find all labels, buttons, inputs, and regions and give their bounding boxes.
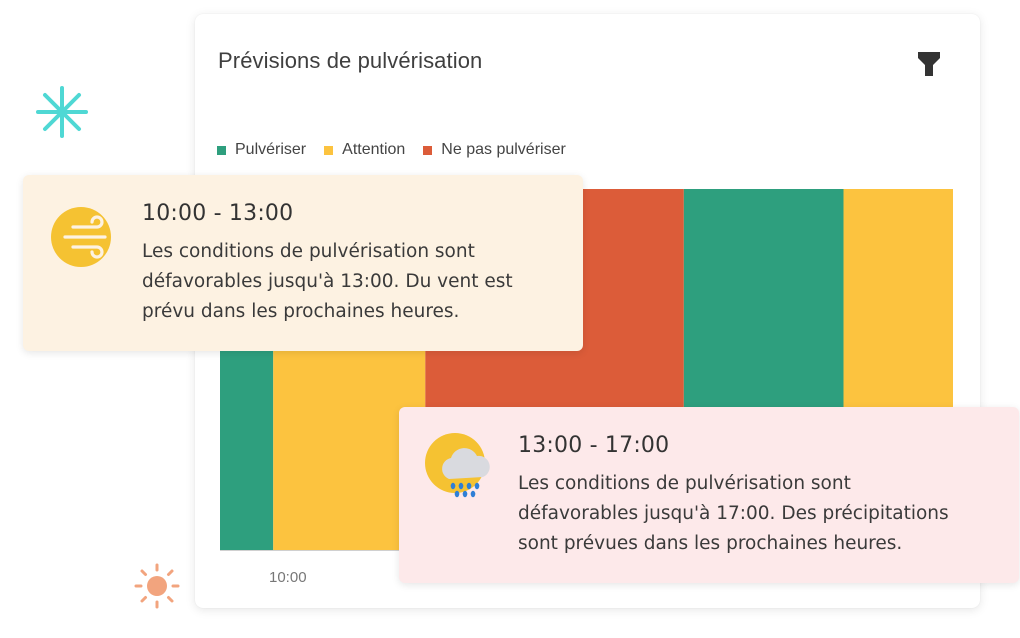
legend-swatch: [423, 145, 433, 155]
chart-legend: Pulvériser Attention Ne pas pulvériser: [217, 141, 566, 159]
sun-icon: [134, 563, 180, 609]
legend-label: Attention: [342, 141, 406, 158]
legend-label: Ne pas pulvériser: [441, 141, 566, 158]
legend-item-ne-pas-pulveriser[interactable]: Ne pas pulvériser: [423, 141, 566, 159]
sun-rain-cloud-icon: [425, 433, 490, 498]
tooltip-time-range: 10:00 - 13:00: [142, 201, 294, 226]
x-tick-label: 10:00: [269, 569, 307, 586]
tooltip-line: défavorables jusqu'à 17:00. Des précipit…: [518, 503, 949, 524]
tooltip-time-range: 13:00 - 17:00: [518, 433, 670, 458]
legend-label: Pulvériser: [235, 141, 307, 158]
legend-item-attention[interactable]: Attention: [324, 141, 405, 159]
legend-item-pulveriser[interactable]: Pulvériser: [217, 141, 306, 159]
forecast-tooltip-rain: 13:00 - 17:00 Les conditions de pulvéris…: [399, 407, 1019, 583]
tooltip-line: sont prévues dans les prochaines heures.: [518, 533, 903, 554]
sun-wind-icon: [51, 207, 111, 267]
tooltip-message: Les conditions de pulvérisation sont déf…: [142, 237, 572, 327]
forecast-tooltip-wind: 10:00 - 13:00 Les conditions de pulvéris…: [23, 175, 583, 351]
tooltip-line: prévu dans les prochaines heures.: [142, 301, 460, 322]
tooltip-line: défavorables jusqu'à 13:00. Du vent est: [142, 271, 513, 292]
tooltip-line: Les conditions de pulvérisation sont: [518, 473, 851, 494]
filter-icon[interactable]: [918, 52, 940, 76]
asterisk-icon: [36, 86, 88, 138]
legend-swatch: [217, 145, 226, 155]
legend-swatch: [324, 145, 334, 155]
tooltip-line: Les conditions de pulvérisation sont: [142, 241, 475, 262]
tooltip-message: Les conditions de pulvérisation sont déf…: [518, 469, 1008, 559]
card-title: Prévisions de pulvérisation: [218, 48, 483, 73]
